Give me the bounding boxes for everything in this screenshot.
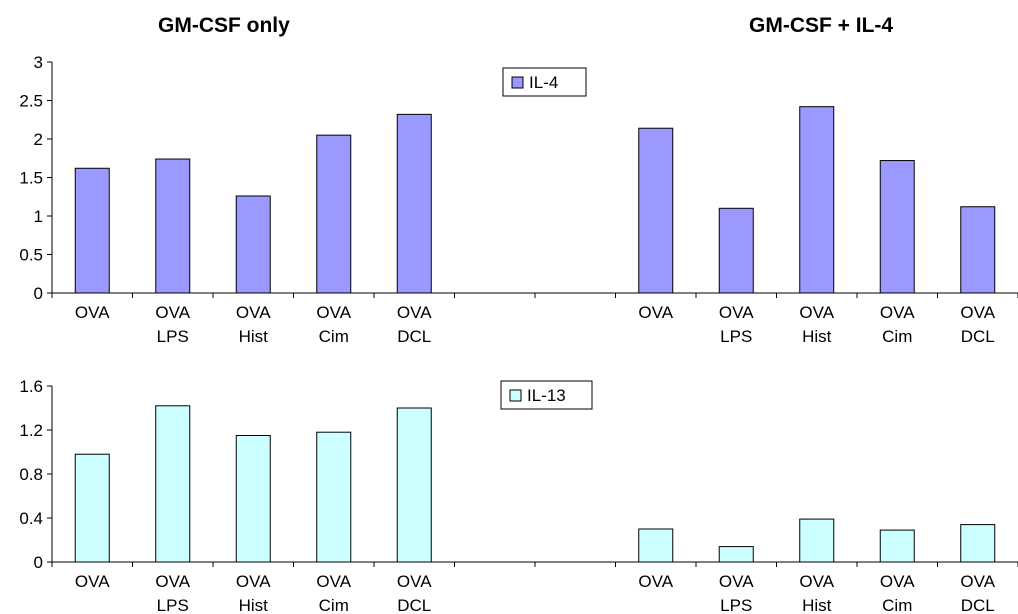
y-tick-label: 0 (34, 284, 43, 303)
bar (396, 113, 432, 294)
bar (638, 528, 674, 563)
x-tick-label: OVA (719, 572, 754, 591)
bar (638, 127, 674, 294)
x-tick-label: OVA (316, 303, 351, 322)
x-tick-label: DCL (397, 596, 431, 614)
x-tick-label: DCL (397, 327, 431, 346)
bar (235, 195, 271, 294)
x-tick-label: Cim (319, 596, 349, 614)
bar (960, 524, 996, 563)
bar (799, 518, 835, 563)
x-tick-label: OVA (397, 303, 432, 322)
x-tick-label: DCL (961, 327, 995, 346)
x-tick-label: OVA (155, 572, 190, 591)
legend-label: IL-4 (529, 73, 558, 92)
bar (799, 106, 835, 294)
y-tick-label: 0 (34, 553, 43, 572)
x-tick-label: OVA (155, 303, 190, 322)
x-tick-label: OVA (719, 303, 754, 322)
bar (316, 134, 352, 294)
bar (879, 529, 915, 563)
x-tick-label: Hist (802, 596, 832, 614)
y-tick-label: 1.5 (19, 169, 43, 188)
bar (396, 407, 432, 563)
bar (718, 207, 754, 294)
bar (74, 167, 110, 294)
bar (879, 160, 915, 294)
legend-label: IL-13 (527, 386, 566, 405)
y-tick-label: 0.5 (19, 246, 43, 265)
bar (155, 405, 191, 563)
x-tick-label: LPS (157, 327, 189, 346)
x-tick-label: OVA (799, 303, 834, 322)
x-tick-label: OVA (960, 572, 995, 591)
y-tick-label: 1 (34, 207, 43, 226)
x-tick-label: OVA (75, 572, 110, 591)
y-tick-label: 2.5 (19, 92, 43, 111)
x-tick-label: Cim (882, 596, 912, 614)
x-tick-label: Cim (319, 327, 349, 346)
bar (316, 431, 352, 563)
bar (74, 453, 110, 563)
bar (235, 435, 271, 563)
x-tick-label: OVA (799, 572, 834, 591)
legend-swatch (509, 389, 522, 402)
bar (155, 158, 191, 294)
x-tick-label: LPS (720, 327, 752, 346)
x-tick-label: OVA (880, 303, 915, 322)
x-tick-label: DCL (961, 596, 995, 614)
bar (718, 546, 754, 563)
y-tick-label: 1.2 (19, 421, 43, 440)
x-tick-label: OVA (236, 572, 271, 591)
y-tick-label: 0.4 (19, 509, 43, 528)
bar (960, 206, 996, 294)
x-tick-label: OVA (397, 572, 432, 591)
x-tick-label: Hist (239, 327, 269, 346)
x-tick-label: OVA (880, 572, 915, 591)
x-tick-label: OVA (316, 572, 351, 591)
x-tick-label: OVA (75, 303, 110, 322)
legend-swatch (511, 76, 524, 89)
y-tick-label: 1.6 (19, 377, 43, 396)
x-tick-label: LPS (720, 596, 752, 614)
y-tick-label: 2 (34, 130, 43, 149)
x-tick-label: Cim (882, 327, 912, 346)
x-tick-label: OVA (638, 572, 673, 591)
panel-title-gmcsf-il4: GM-CSF + IL-4 (749, 14, 894, 37)
x-tick-label: OVA (638, 303, 673, 322)
x-tick-label: Hist (802, 327, 832, 346)
x-tick-label: OVA (960, 303, 995, 322)
y-tick-label: 3 (34, 53, 43, 72)
x-tick-label: OVA (236, 303, 271, 322)
y-tick-label: 0.8 (19, 465, 43, 484)
panel-title-gmcsf-only: GM-CSF only (158, 14, 290, 37)
x-tick-label: LPS (157, 596, 189, 614)
x-tick-label: Hist (239, 596, 269, 614)
